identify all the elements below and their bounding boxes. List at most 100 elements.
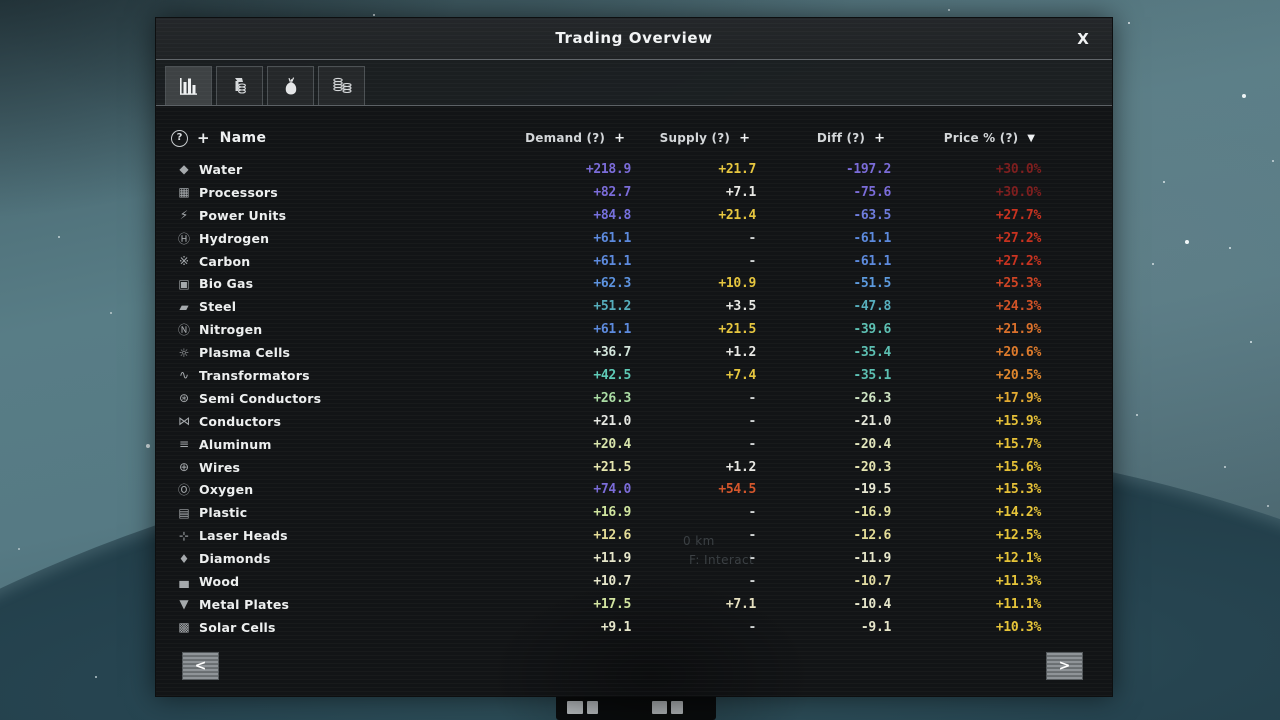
- diff-value: -61.1: [853, 230, 891, 246]
- transformators-icon: ∿: [178, 368, 190, 383]
- table-row[interactable]: ▄ Wood +10.7 - -10.7 +11.3%: [171, 570, 1041, 593]
- diff-value: -63.5: [853, 207, 891, 223]
- table-row[interactable]: ⊕ Wires +21.5 +1.2 -20.3 +15.6%: [171, 456, 1041, 479]
- ship-light: [671, 701, 683, 714]
- name-column-header[interactable]: + Name: [197, 129, 457, 147]
- table-row[interactable]: ≡ Aluminum +20.4 - -20.4 +15.7%: [171, 433, 1041, 456]
- supply-value: -: [748, 528, 756, 544]
- ship-light: [587, 701, 598, 714]
- tab-buyable-goods[interactable]: [267, 66, 314, 105]
- supply-value: +7.1: [725, 596, 756, 612]
- next-page-button[interactable]: >: [1046, 652, 1083, 680]
- table-row[interactable]: ∿ Transformators +42.5 +7.4 -35.1 +20.5%: [171, 364, 1041, 387]
- diff-value: -51.5: [853, 276, 891, 292]
- table-row[interactable]: ※ Carbon +61.1 - -61.1 +27.2%: [171, 250, 1041, 273]
- hydrogen-icon: Ⓗ: [177, 231, 190, 246]
- diff-value: -26.3: [853, 390, 891, 406]
- table-row[interactable]: ⚡ Power Units +84.8 +21.4 -63.5 +27.7%: [171, 204, 1042, 227]
- laser-heads-icon: ⊹: [178, 528, 190, 543]
- supply-value: -: [748, 253, 756, 269]
- solar-cells-icon: ▩: [178, 620, 190, 635]
- diff-value: -35.1: [853, 367, 891, 383]
- commodity-name: Laser Heads: [199, 528, 288, 544]
- table-row[interactable]: ▦ Processors +82.7 +7.1 -75.6 +30.0%: [171, 181, 1041, 204]
- table-row[interactable]: ◆ Water +218.9 +21.7 -197.2 +30.0%: [171, 158, 1041, 181]
- demand-value: +16.9: [593, 505, 631, 521]
- processors-icon: ▦: [178, 185, 190, 200]
- demand-column-header[interactable]: Demand (?) +: [457, 131, 631, 146]
- demand-value: +84.8: [593, 207, 631, 223]
- semi-conductors-icon: ⊛: [178, 391, 190, 406]
- table-row[interactable]: ▤ Plastic +16.9 - -16.9 +14.2%: [171, 501, 1041, 524]
- table-row[interactable]: Ⓗ Hydrogen +61.1 - -61.1 +27.2%: [171, 227, 1041, 250]
- table-row[interactable]: ▼ Metal Plates +17.5 +7.1 -10.4 +11.1%: [171, 593, 1041, 616]
- table-row[interactable]: ⋈ Conductors +21.0 - -21.0 +15.9%: [171, 410, 1041, 433]
- tab-trade-routes[interactable]: [318, 66, 365, 105]
- vending-coins-icon: [229, 75, 251, 97]
- diff-value: -16.9: [853, 505, 891, 521]
- price-value: +15.3%: [995, 482, 1041, 498]
- commodity-name: Water: [199, 161, 243, 177]
- demand-sort-icon[interactable]: +: [614, 130, 625, 146]
- supply-sort-icon[interactable]: +: [739, 130, 750, 146]
- table-row[interactable]: ▣ Bio Gas +62.3 +10.9 -51.5 +25.3%: [171, 272, 1041, 295]
- previous-page-button[interactable]: <: [182, 652, 219, 680]
- wood-icon: ▄: [179, 574, 189, 589]
- diff-value: -35.4: [853, 345, 891, 361]
- diff-column-label: Diff (?): [816, 131, 866, 145]
- close-button[interactable]: X: [1077, 30, 1089, 48]
- price-value: +30.0%: [995, 161, 1041, 177]
- price-value: +20.5%: [995, 367, 1041, 383]
- trading-overview-window: Trading Overview X: [155, 17, 1113, 720]
- tab-price-overview[interactable]: [165, 66, 212, 105]
- commodity-name: Oxygen: [199, 482, 254, 498]
- commodity-name: Carbon: [199, 253, 251, 269]
- supply-value: +7.4: [725, 367, 756, 383]
- tab-baseline: [156, 105, 1112, 106]
- price-value: +27.2%: [995, 230, 1041, 246]
- demand-value: +20.4: [593, 436, 631, 452]
- table-row[interactable]: ▩ Solar Cells +9.1 - -9.1 +10.3%: [171, 616, 1041, 639]
- diff-value: -21.0: [853, 413, 891, 429]
- commodity-name: Power Units: [199, 207, 287, 223]
- table-row[interactable]: Ⓝ Nitrogen +61.1 +21.5 -39.6 +21.9%: [171, 318, 1041, 341]
- supply-column-label: Supply (?): [659, 131, 731, 145]
- table-row[interactable]: ⊛ Semi Conductors +26.3 - -26.3 +17.9%: [171, 387, 1041, 410]
- price-value: +27.7%: [995, 207, 1041, 223]
- commodity-name: Nitrogen: [199, 322, 263, 338]
- diff-value: -61.1: [853, 253, 891, 269]
- diff-column-header[interactable]: Diff (?) +: [756, 131, 891, 146]
- ship-light: [652, 701, 667, 714]
- supply-value: +10.9: [718, 276, 756, 292]
- conductors-icon: ⋈: [178, 414, 190, 429]
- table-row[interactable]: ☼ Plasma Cells +36.7 +1.2 -35.4 +20.6%: [171, 341, 1042, 364]
- table-row[interactable]: ⊹ Laser Heads +12.6 - -12.6 +12.5%: [171, 524, 1041, 547]
- supply-value: -: [748, 413, 756, 429]
- table-row[interactable]: Ⓞ Oxygen +74.0 +54.5 -19.5 +15.3%: [171, 478, 1041, 501]
- diff-value: -10.4: [853, 596, 891, 612]
- supply-column-header[interactable]: Supply (?) +: [631, 131, 756, 146]
- bar-chart-icon: [178, 75, 200, 97]
- table-row[interactable]: ♦ Diamonds +11.9 - -11.9 +12.1%: [171, 547, 1042, 570]
- window-title: Trading Overview: [555, 29, 713, 47]
- supply-value: -: [748, 551, 756, 567]
- diff-sort-icon[interactable]: +: [874, 130, 885, 146]
- supply-value: +21.4: [718, 207, 756, 223]
- table-row[interactable]: ▰ Steel +51.2 +3.5 -47.8 +24.3%: [171, 295, 1041, 318]
- price-value: +11.1%: [995, 596, 1041, 612]
- tab-bar: [165, 66, 365, 105]
- demand-value: +10.7: [593, 573, 631, 589]
- diamonds-icon: ♦: [178, 551, 190, 566]
- price-column-header[interactable]: Price % (?) ▼: [891, 131, 1041, 145]
- help-icon: ?: [171, 129, 197, 147]
- tab-sellable-goods[interactable]: [216, 66, 263, 105]
- add-sort-icon[interactable]: +: [197, 129, 210, 147]
- commodity-name: Plastic: [199, 505, 248, 521]
- diff-value: -11.9: [853, 551, 891, 567]
- price-value: +21.9%: [995, 322, 1041, 338]
- demand-value: +61.1: [593, 253, 631, 269]
- price-value: +15.9%: [995, 413, 1041, 429]
- supply-value: -: [748, 230, 756, 246]
- demand-value: +74.0: [593, 482, 631, 498]
- price-sort-icon[interactable]: ▼: [1027, 132, 1035, 144]
